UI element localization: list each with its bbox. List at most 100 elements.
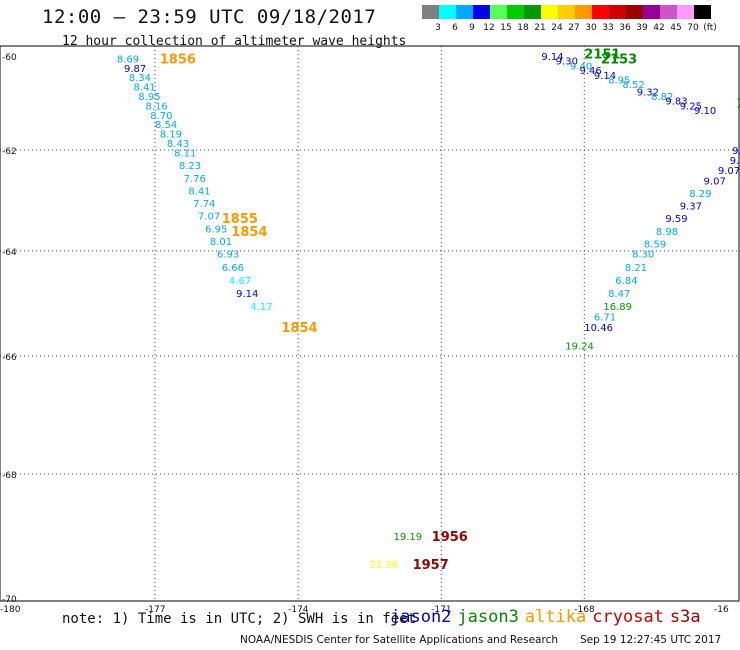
wave-height-values: 8.699.878.348.418.958.168.708.548.198.43… xyxy=(117,52,740,571)
wave-height-value: 7.76 xyxy=(184,174,206,185)
satellite-cryosat: cryosat xyxy=(592,607,664,627)
track-time-label: 1854 xyxy=(231,225,267,240)
wave-height-value: 8.95 xyxy=(138,92,160,103)
colorbar-label: 12 xyxy=(483,23,495,33)
map-title: 12:00 – 23:59 UTC 09/18/2017 xyxy=(42,6,377,28)
track-time-label: 1957 xyxy=(413,558,449,573)
colorbar-swatch xyxy=(439,5,456,19)
lat-label: -62 xyxy=(2,147,17,157)
wave-height-value: 19.19 xyxy=(394,532,423,543)
wave-height-value: 6.71 xyxy=(594,313,616,324)
wave-height-value: 8.11 xyxy=(174,149,196,160)
lon-grid-lines xyxy=(154,46,585,601)
wave-height-value: 9.46 xyxy=(580,66,602,77)
colorbar-label: 27 xyxy=(568,23,580,33)
wave-height-value: 9.14 xyxy=(236,289,258,300)
wave-height-value: 9.14 xyxy=(594,71,616,82)
colorbar-swatch xyxy=(507,5,524,19)
generation-timestamp: Sep 19 12:27:45 UTC 2017 xyxy=(580,634,722,646)
map-subtitle: 12 hour collection of altimeter wave hei… xyxy=(62,34,407,49)
colorbar-label: 24 xyxy=(551,23,563,33)
colorbar-label: 15 xyxy=(500,23,512,33)
wave-height-value: 8.16 xyxy=(145,101,167,112)
colorbar-swatch xyxy=(575,5,592,19)
wave-height-value: 8.95 xyxy=(608,76,630,87)
colorbar-swatch xyxy=(524,5,541,19)
colorbar-swatch xyxy=(592,5,609,19)
wave-height-value: 9.07 xyxy=(704,176,726,187)
wave-height-value: 8.23 xyxy=(179,161,201,172)
lat-label: -64 xyxy=(2,248,17,258)
units-note: note: 1) Time is in UTC; 2) SWH is in fe… xyxy=(62,611,417,627)
wave-height-value: 6.66 xyxy=(222,263,244,274)
wave-height-value: 19.24 xyxy=(565,342,594,353)
colorbar-label: 39 xyxy=(636,23,648,33)
lat-label: -70 xyxy=(2,595,17,605)
track-time-label: 2153 xyxy=(601,52,637,67)
colorbar-swatch xyxy=(677,5,694,19)
wave-height-value: 9.37 xyxy=(680,202,702,213)
wave-height-value: 8.47 xyxy=(608,289,630,300)
lat-label: -60 xyxy=(2,53,17,63)
lon-label: -177 xyxy=(145,605,165,615)
colorbar-label: 42 xyxy=(653,23,665,33)
lon-label: -180 xyxy=(0,605,21,615)
wave-height-value: 9.5 xyxy=(732,146,740,157)
colorbar-label: 3 xyxy=(435,23,441,33)
colorbar-label: 9 xyxy=(469,23,475,33)
lat-label: -66 xyxy=(2,353,17,363)
colorbar-swatch xyxy=(473,5,490,19)
wave-height-value: 10.46 xyxy=(584,323,613,334)
track-time-label: 1855 xyxy=(222,212,258,227)
colorbar-swatch xyxy=(558,5,575,19)
wave-height-value: 6.84 xyxy=(615,276,637,287)
wave-height-value: 9.07 xyxy=(718,166,740,177)
wave-height-value: 9.14 xyxy=(541,52,563,63)
wave-height-value: 8.29 xyxy=(689,189,711,200)
wave-height-value: 9.87 xyxy=(124,64,146,75)
colorbar-swatch xyxy=(609,5,626,19)
wave-height-value: 9.81 xyxy=(730,156,740,167)
colorbar-swatch xyxy=(660,5,677,19)
lon-labels: -180 -177 -174 -171 -168 -16 xyxy=(0,605,729,615)
satellite-s3a: s3a xyxy=(669,607,701,627)
colorbar-swatch xyxy=(422,5,439,19)
colorbar-swatch xyxy=(456,5,473,19)
colorbar-swatch xyxy=(626,5,643,19)
track-time-label: 1956 xyxy=(432,530,468,545)
colorbar-label: 30 xyxy=(585,23,597,33)
colorbar-label: (ft) xyxy=(703,23,717,33)
wave-height-value: 9.83 xyxy=(665,97,687,108)
satellite-jason3: jason3 xyxy=(457,607,519,627)
wave-height-value: 8.52 xyxy=(622,80,644,91)
wave-height-value: 8.01 xyxy=(210,237,232,248)
track-time-labels: 18561855185418541956195721512153210 xyxy=(160,48,740,573)
colorbar-label: 6 xyxy=(452,23,458,33)
wave-height-value: 16.89 xyxy=(603,302,632,313)
satellite-altika: altika xyxy=(524,607,587,627)
track-time-label: 2151 xyxy=(584,48,620,63)
colorbar-label: 45 xyxy=(670,23,682,33)
wave-height-value: 8.70 xyxy=(150,111,172,122)
wave-height-value: 9.32 xyxy=(637,87,659,98)
lon-label: -16 xyxy=(714,605,729,615)
wave-height-value: 4.67 xyxy=(229,276,251,287)
satellite-jason2: jason2 xyxy=(390,607,452,627)
credit-text: NOAA/NESDIS Center for Satellite Applica… xyxy=(240,634,558,646)
colorbar-label: 36 xyxy=(619,23,631,33)
colorbar-swatch xyxy=(643,5,660,19)
wave-height-value: 8.82 xyxy=(651,92,673,103)
wave-height-value: 9.30 xyxy=(556,57,578,68)
lat-label: -68 xyxy=(2,471,17,481)
wave-height-value: 8.59 xyxy=(644,239,666,250)
wave-height-value: 9.59 xyxy=(665,214,687,225)
track-time-label: 210 xyxy=(737,97,740,112)
track-time-label: 1854 xyxy=(281,321,317,336)
lon-label: -174 xyxy=(288,605,309,615)
colorbar-label: 18 xyxy=(517,23,529,33)
colorbar-label: 33 xyxy=(602,23,614,33)
wave-height-value: 8.41 xyxy=(134,83,156,94)
colorbar-swatch xyxy=(694,5,711,19)
wave-height-value: 9.40 xyxy=(570,61,592,72)
